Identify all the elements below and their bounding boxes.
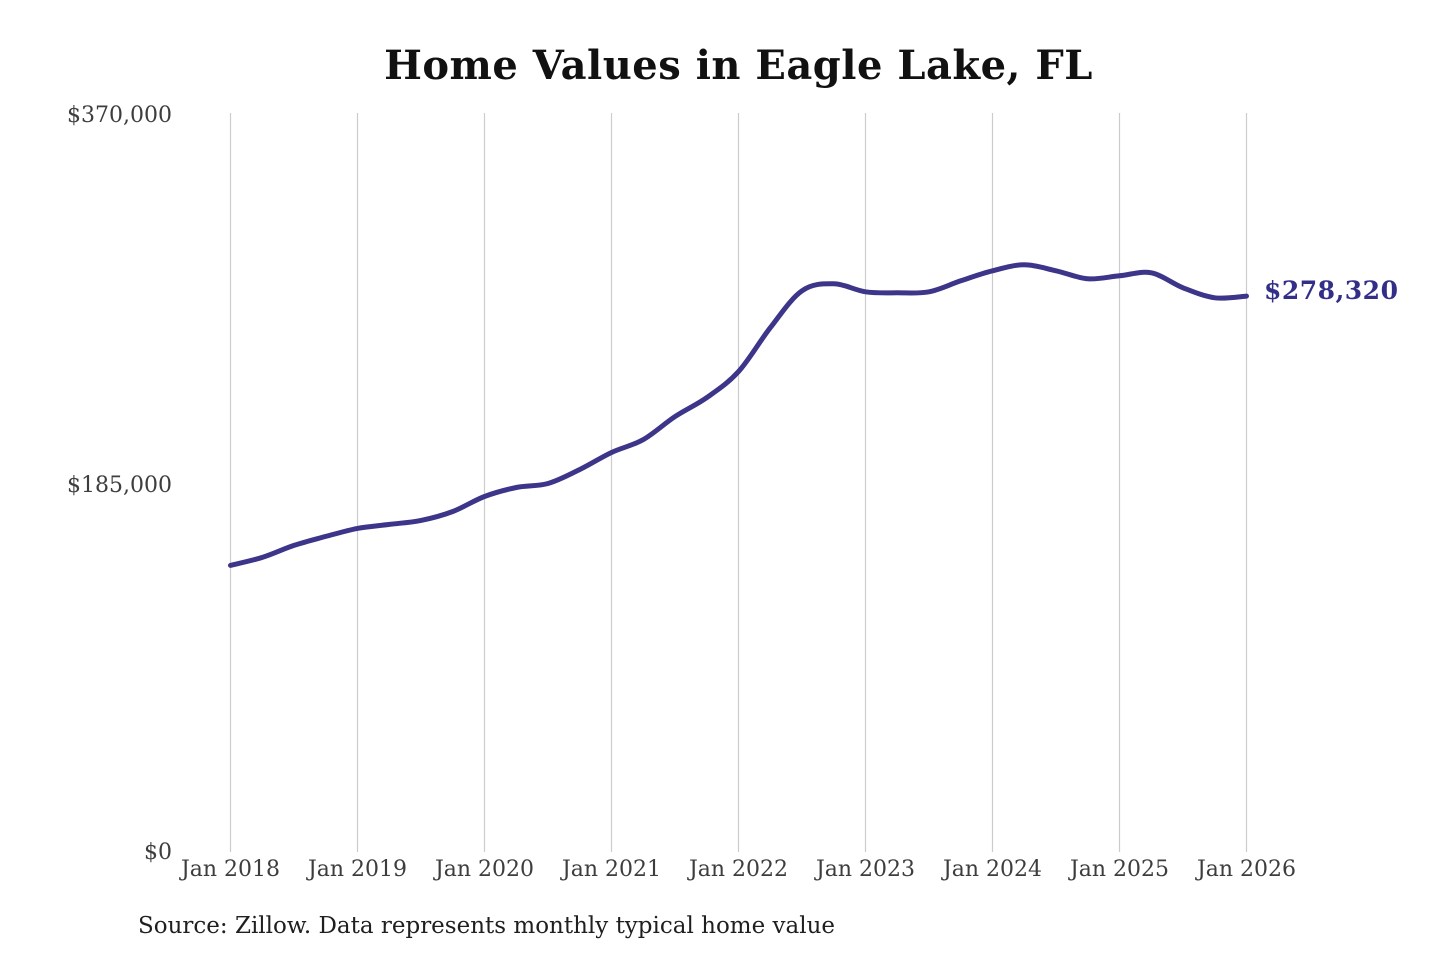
- home-value-line: [228, 262, 1249, 568]
- y-axis-tick-370000: $370,000: [67, 103, 172, 128]
- x-axis-tick-jan-2022: Jan 2022: [688, 857, 789, 882]
- chart-title: Home Values in Eagle Lake, FL: [384, 42, 1093, 89]
- x-axis-tick-jan-2018: Jan 2018: [180, 857, 281, 882]
- y-axis-tick-185000: $185,000: [67, 473, 172, 498]
- x-axis-tick-jan-2023: Jan 2023: [815, 857, 916, 882]
- y-axis-tick-0: $0: [144, 840, 172, 865]
- source-note: Source: Zillow. Data represents monthly …: [138, 913, 836, 939]
- x-axis-tick-jan-2019: Jan 2019: [307, 857, 408, 882]
- x-axis-tick-jan-2024: Jan 2024: [942, 857, 1043, 882]
- x-axis-tick-jan-2026: Jan 2026: [1196, 857, 1297, 882]
- x-axis-tick-jan-2021: Jan 2021: [561, 857, 662, 882]
- x-axis-tick-jan-2025: Jan 2025: [1069, 857, 1170, 882]
- x-axis-tick-jan-2020: Jan 2020: [434, 857, 535, 882]
- current-value-label: $278,320: [1264, 276, 1399, 305]
